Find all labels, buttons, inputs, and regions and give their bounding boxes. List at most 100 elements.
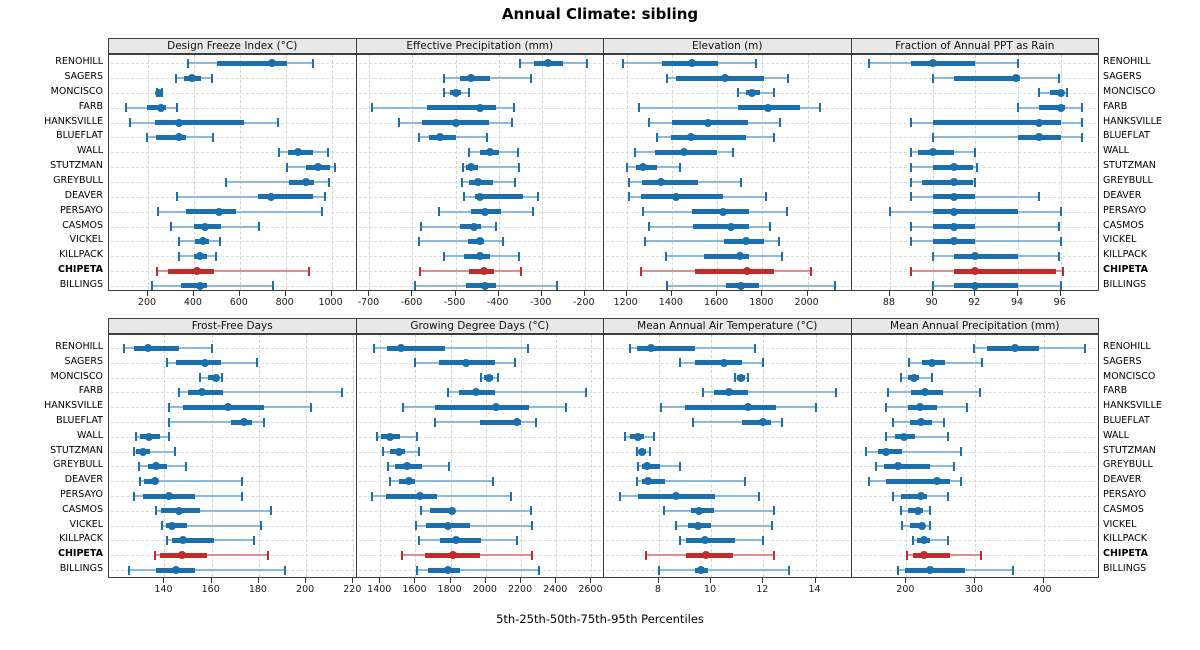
whisker-cap-95th bbox=[960, 447, 963, 457]
axis-tick bbox=[414, 578, 416, 583]
axis-tick bbox=[814, 578, 816, 583]
box-25-75 bbox=[884, 463, 930, 469]
box-25-75 bbox=[676, 75, 764, 81]
axis-tick bbox=[484, 578, 486, 583]
site-label-left: PERSAYO bbox=[59, 489, 103, 500]
site-label-right: WALL bbox=[1103, 429, 1129, 441]
box-25-75 bbox=[429, 508, 456, 514]
median-dot bbox=[971, 252, 980, 261]
median-dot bbox=[451, 118, 460, 127]
median-dot bbox=[696, 566, 705, 574]
median-dot bbox=[741, 237, 750, 246]
panel-title: Effective Precipitation (mm) bbox=[406, 40, 554, 52]
whisker-cap-5th bbox=[417, 132, 420, 142]
site-label-right: WALL bbox=[1103, 145, 1129, 157]
median-dot bbox=[451, 536, 460, 545]
gridline-vertical bbox=[415, 335, 417, 577]
whisker-cap-5th bbox=[373, 343, 376, 353]
whisker-cap-5th bbox=[175, 192, 178, 202]
median-dot bbox=[721, 74, 730, 83]
median-dot bbox=[143, 344, 152, 352]
axis-tick bbox=[284, 291, 286, 296]
site-label-right: CASMOS bbox=[1103, 503, 1144, 515]
axis-tick-label: 2200 bbox=[507, 584, 533, 595]
chart-title: Annual Climate: sibling bbox=[501, 5, 699, 23]
axis-tick bbox=[379, 578, 381, 583]
whisker-cap-5th bbox=[177, 251, 180, 261]
axis-tick-label: 2600 bbox=[578, 584, 603, 595]
median-dot bbox=[293, 148, 302, 157]
median-dot bbox=[239, 418, 248, 426]
median-dot bbox=[633, 432, 642, 441]
site-label-right: GREYBULL bbox=[1103, 175, 1153, 186]
median-dot bbox=[491, 403, 500, 412]
whisker-cap-5th bbox=[636, 461, 639, 471]
whisker-5-95 bbox=[463, 166, 520, 169]
whisker-cap-5th bbox=[875, 461, 878, 471]
whisker-cap-5th bbox=[908, 358, 911, 368]
whisker-cap-5th bbox=[371, 491, 374, 501]
whisker-cap-5th bbox=[657, 565, 660, 575]
axis-tick-label: 2400 bbox=[543, 584, 568, 595]
axis-tick-label: 1800 bbox=[437, 584, 462, 595]
whisker-cap-95th bbox=[175, 103, 178, 113]
median-dot bbox=[671, 492, 680, 500]
median-dot bbox=[737, 373, 746, 382]
whisker-cap-5th bbox=[155, 266, 158, 276]
whisker-cap-95th bbox=[762, 535, 765, 545]
median-dot bbox=[928, 59, 937, 68]
axis-tick-label: 14 bbox=[808, 584, 821, 595]
whisker-cap-95th bbox=[262, 417, 265, 427]
whisker-cap-95th bbox=[269, 506, 272, 516]
whisker-cap-95th bbox=[779, 118, 782, 128]
whisker-cap-95th bbox=[787, 73, 790, 83]
axis-tick bbox=[1042, 578, 1044, 583]
whisker-cap-95th bbox=[978, 387, 981, 397]
whisker-5-95 bbox=[448, 391, 587, 394]
site-label-left: FARB bbox=[78, 385, 103, 397]
whisker-cap-5th bbox=[132, 491, 135, 501]
gridline-vertical bbox=[1043, 335, 1045, 577]
site-label-left: BILLINGS bbox=[59, 563, 103, 574]
median-dot bbox=[894, 462, 903, 471]
whisker-cap-5th bbox=[644, 550, 647, 560]
site-label-left: BLUEFLAT bbox=[56, 130, 103, 142]
whisker-cap-5th bbox=[640, 266, 643, 276]
box-25-75 bbox=[459, 75, 490, 81]
site-label-left: SAGERS bbox=[64, 355, 103, 367]
whisker-cap-95th bbox=[535, 417, 537, 427]
panel-effective-precipitation-mm bbox=[355, 54, 604, 291]
median-dot bbox=[466, 163, 475, 172]
gridline-horizontal bbox=[358, 436, 601, 438]
whisker-cap-95th bbox=[946, 432, 949, 442]
median-dot bbox=[472, 388, 481, 397]
whisker-cap-5th bbox=[177, 236, 180, 246]
whisker-5-95 bbox=[885, 435, 948, 438]
median-dot bbox=[743, 403, 752, 412]
box-25-75 bbox=[642, 179, 699, 185]
gridline-horizontal bbox=[853, 92, 1096, 94]
whisker-cap-95th bbox=[272, 281, 275, 291]
whisker-cap-5th bbox=[899, 373, 902, 383]
whisker-cap-5th bbox=[225, 177, 227, 187]
whisker-cap-5th bbox=[886, 387, 889, 397]
gridline-horizontal bbox=[853, 510, 1096, 512]
axis-tick-label: 1400 bbox=[367, 584, 392, 595]
gridline-horizontal bbox=[853, 496, 1096, 497]
whisker-5-95 bbox=[913, 539, 948, 542]
whisker-cap-95th bbox=[221, 373, 224, 383]
whisker-cap-5th bbox=[169, 222, 172, 232]
median-dot bbox=[742, 267, 751, 276]
whisker-cap-5th bbox=[381, 447, 384, 457]
axis-tick bbox=[806, 291, 808, 296]
whisker-5-95 bbox=[178, 391, 342, 394]
whisker-cap-95th bbox=[1059, 207, 1062, 217]
site-label-right: BILLINGS bbox=[1103, 278, 1147, 290]
axis-tick-label: 140 bbox=[154, 584, 173, 595]
axis-tick-label: 600 bbox=[229, 297, 248, 308]
median-dot bbox=[686, 133, 695, 142]
whisker-cap-95th bbox=[771, 521, 774, 531]
box-25-75 bbox=[641, 463, 661, 469]
whisker-cap-5th bbox=[691, 417, 694, 427]
median-dot bbox=[196, 281, 205, 290]
